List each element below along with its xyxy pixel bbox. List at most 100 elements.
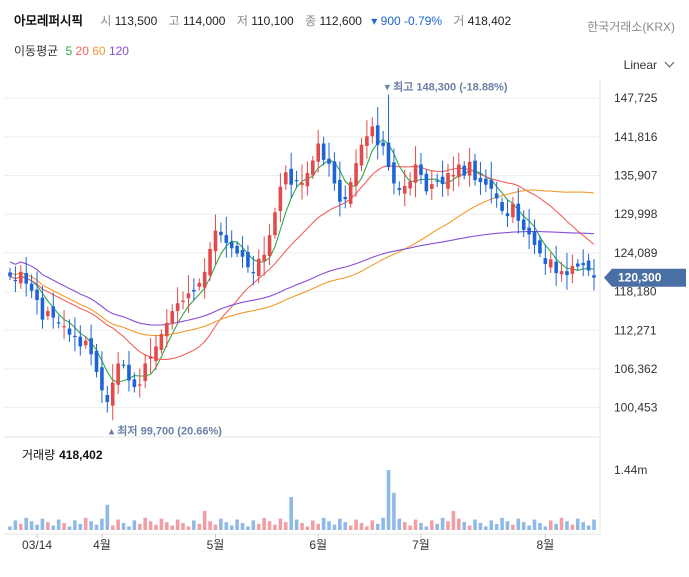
candle[interactable]	[192, 278, 196, 301]
candle[interactable]	[575, 258, 580, 271]
candle[interactable]	[175, 287, 180, 324]
candle[interactable]	[424, 169, 429, 195]
candle[interactable]	[224, 216, 229, 258]
candle[interactable]	[127, 351, 131, 392]
candle[interactable]	[343, 185, 348, 209]
candle[interactable]	[521, 210, 526, 238]
candle[interactable]	[316, 129, 321, 173]
candle[interactable]	[289, 152, 293, 198]
candle[interactable]	[35, 271, 39, 315]
candle[interactable]	[478, 161, 483, 195]
candle[interactable]	[56, 315, 61, 329]
candle[interactable]	[246, 245, 250, 273]
candle[interactable]	[592, 259, 596, 291]
candle[interactable]	[440, 160, 445, 197]
candle[interactable]	[392, 148, 396, 195]
candle[interactable]	[181, 291, 185, 310]
candle[interactable]	[500, 197, 504, 215]
candle[interactable]	[51, 292, 56, 329]
candle[interactable]	[586, 253, 591, 277]
candle[interactable]	[451, 156, 456, 192]
candle[interactable]	[370, 117, 375, 144]
candle[interactable]	[489, 161, 494, 204]
candle[interactable]	[381, 130, 385, 156]
candle[interactable]	[294, 170, 299, 188]
candle[interactable]	[419, 152, 423, 185]
candle[interactable]	[110, 364, 115, 421]
candle[interactable]	[527, 209, 531, 250]
candle[interactable]	[202, 258, 207, 299]
candle[interactable]	[565, 252, 569, 290]
candle[interactable]	[105, 385, 110, 413]
candle[interactable]	[24, 256, 29, 297]
candle[interactable]	[219, 222, 223, 243]
candle[interactable]	[148, 337, 153, 374]
candle[interactable]	[240, 236, 245, 268]
candle[interactable]	[143, 354, 147, 389]
candle[interactable]	[413, 146, 418, 198]
ma-60-label[interactable]: 60	[92, 44, 106, 58]
candle[interactable]	[467, 148, 472, 187]
ma-120-label[interactable]: 120	[108, 44, 129, 58]
candle[interactable]	[402, 170, 407, 207]
candle[interactable]	[73, 317, 77, 352]
candle[interactable]	[473, 153, 477, 186]
candle[interactable]	[186, 275, 191, 313]
candle[interactable]	[100, 351, 104, 404]
candle[interactable]	[137, 368, 142, 398]
scale-dropdown[interactable]: Linear	[624, 57, 675, 72]
candle[interactable]	[435, 173, 439, 187]
candle[interactable]	[13, 266, 18, 292]
candle[interactable]	[159, 329, 164, 354]
candle[interactable]	[67, 319, 72, 342]
candle[interactable]	[273, 207, 277, 239]
candle[interactable]	[40, 286, 45, 329]
candle[interactable]	[332, 152, 337, 191]
candle[interactable]	[46, 306, 50, 320]
candle[interactable]	[386, 94, 391, 171]
candle[interactable]	[505, 199, 510, 228]
candle[interactable]	[348, 177, 353, 208]
candle[interactable]	[559, 261, 564, 282]
candle[interactable]	[570, 254, 575, 284]
candle[interactable]	[305, 161, 310, 196]
candle[interactable]	[581, 249, 585, 277]
candle[interactable]	[256, 249, 261, 284]
candle[interactable]	[408, 172, 412, 196]
candle[interactable]	[375, 106, 380, 160]
candle[interactable]	[165, 309, 169, 348]
candle[interactable]	[78, 325, 83, 356]
candle[interactable]	[511, 196, 515, 223]
candle[interactable]	[116, 352, 120, 394]
candle[interactable]	[94, 343, 99, 378]
candle[interactable]	[62, 310, 66, 340]
candle[interactable]	[457, 152, 461, 187]
candle[interactable]	[365, 120, 369, 159]
candle[interactable]	[548, 252, 553, 273]
candle[interactable]	[321, 136, 326, 166]
candle[interactable]	[532, 219, 537, 255]
candle[interactable]	[262, 236, 266, 276]
candle[interactable]	[484, 169, 488, 193]
candle[interactable]	[121, 360, 126, 369]
ma-5-label[interactable]: 5	[65, 44, 73, 58]
candle[interactable]	[267, 223, 272, 266]
candle[interactable]	[132, 372, 137, 393]
ma-20-label[interactable]: 20	[75, 44, 89, 58]
candle[interactable]	[327, 142, 331, 177]
candle[interactable]	[543, 244, 548, 275]
candle[interactable]	[429, 170, 434, 200]
candle[interactable]	[170, 304, 175, 330]
candle[interactable]	[235, 241, 239, 258]
candle[interactable]	[359, 137, 364, 171]
candle[interactable]	[19, 264, 23, 289]
candle[interactable]	[338, 161, 342, 217]
candle[interactable]	[8, 267, 12, 281]
candle[interactable]	[29, 274, 34, 299]
candle[interactable]	[397, 181, 402, 196]
candle[interactable]	[462, 161, 467, 180]
candle[interactable]	[89, 324, 93, 366]
candle[interactable]	[300, 164, 304, 200]
candle[interactable]	[516, 187, 521, 234]
